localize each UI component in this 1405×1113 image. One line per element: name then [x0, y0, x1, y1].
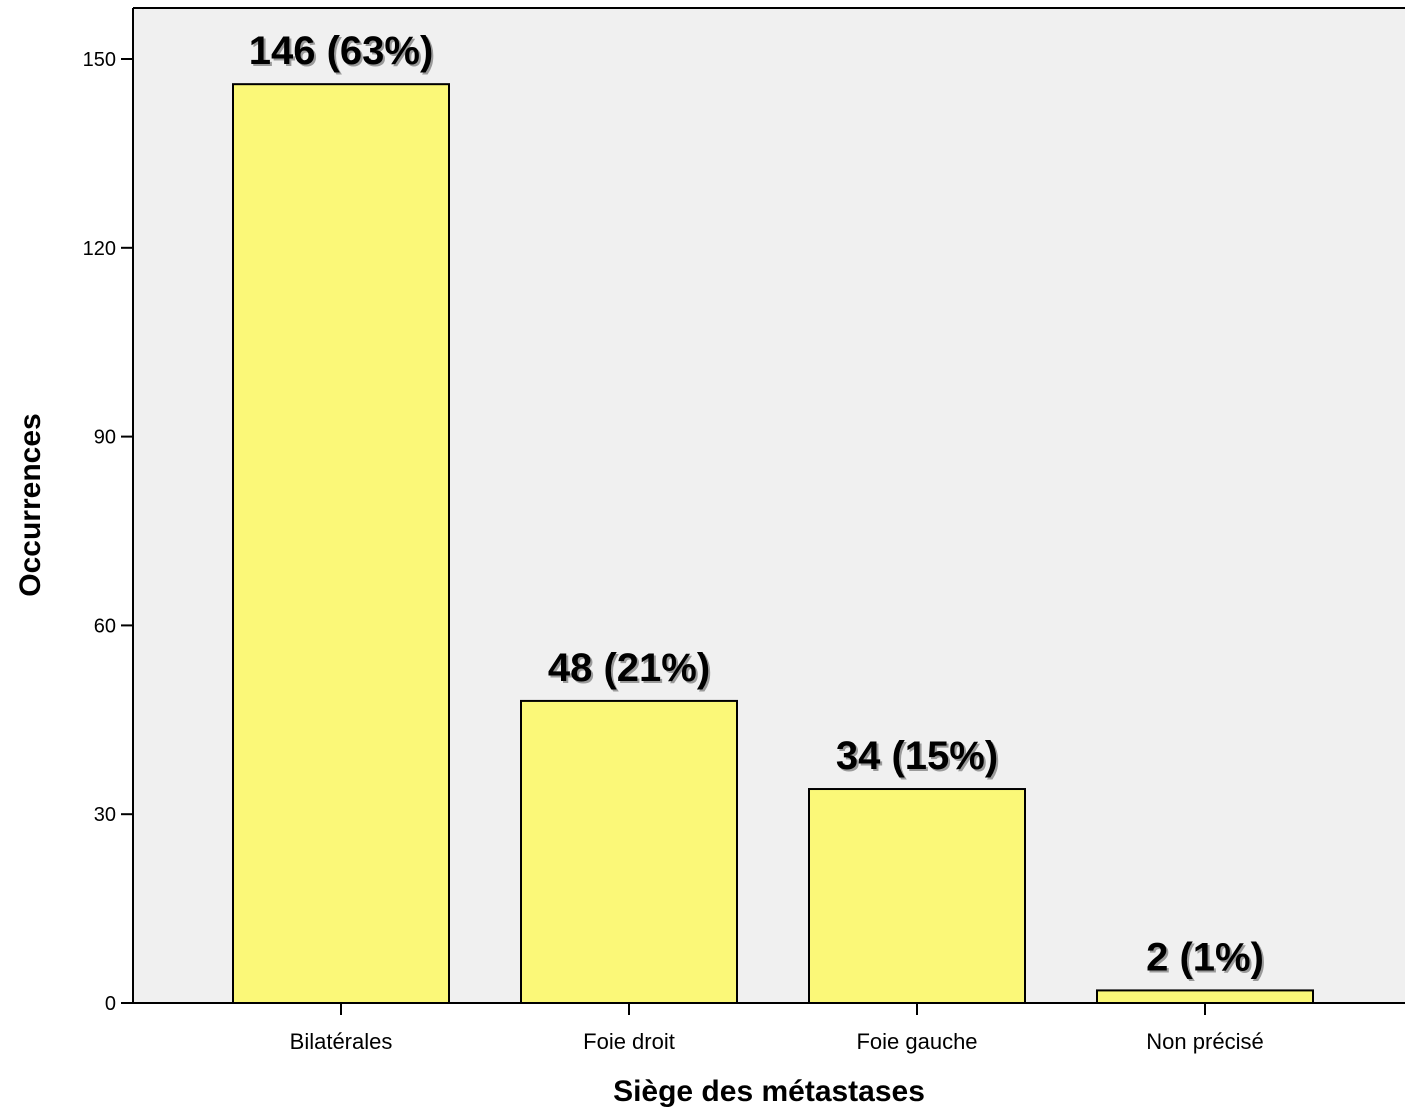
y-axis-ticks: 0 30 60 90 120 150	[83, 49, 133, 1015]
data-label-non-precise: 2 (1%)	[1146, 935, 1264, 979]
y-tick-label-120: 120	[83, 238, 116, 260]
data-label-foie-gauche: 34 (15%)	[836, 734, 998, 778]
data-label-foie-droit: 48 (21%)	[548, 646, 710, 690]
y-axis-title: Occurrences	[14, 413, 47, 596]
x-tick-label-foie-gauche: Foie gauche	[856, 1029, 977, 1054]
x-axis-ticks: Bilatérales Foie droit Foie gauche Non préc…	[290, 1003, 1264, 1054]
x-tick-label-bilaterales: Bilatérales	[290, 1029, 393, 1054]
y-tick-label-0: 0	[105, 993, 116, 1015]
y-tick-label-30: 30	[94, 804, 116, 826]
data-label-shadow-foie-gauche: 34 (15%)	[838, 736, 1000, 780]
x-tick-label-non-precise: Non précisé	[1146, 1029, 1263, 1054]
data-labels-layer: 146 (63%)146 (63%)48 (21%)48 (21%)34 (15…	[249, 29, 1266, 981]
bar-non-precise	[1096, 989, 1314, 1004]
bar-foie-gauche	[808, 788, 1026, 1004]
data-label-bilaterales: 146 (63%)	[249, 29, 434, 73]
data-label-shadow-foie-droit: 48 (21%)	[550, 648, 712, 692]
data-label-shadow-bilaterales: 146 (63%)	[251, 31, 436, 75]
bar-bilaterales	[232, 83, 450, 1004]
x-axis-title: Siège des métastases	[613, 1075, 925, 1108]
x-tick-label-foie-droit: Foie droit	[583, 1029, 675, 1054]
bar-foie-droit	[520, 699, 738, 1004]
y-tick-label-60: 60	[94, 615, 116, 637]
data-label-shadow-non-precise: 2 (1%)	[1148, 937, 1266, 981]
y-tick-label-150: 150	[83, 49, 116, 71]
y-tick-label-90: 90	[94, 427, 116, 449]
bars-layer	[232, 83, 1314, 1004]
